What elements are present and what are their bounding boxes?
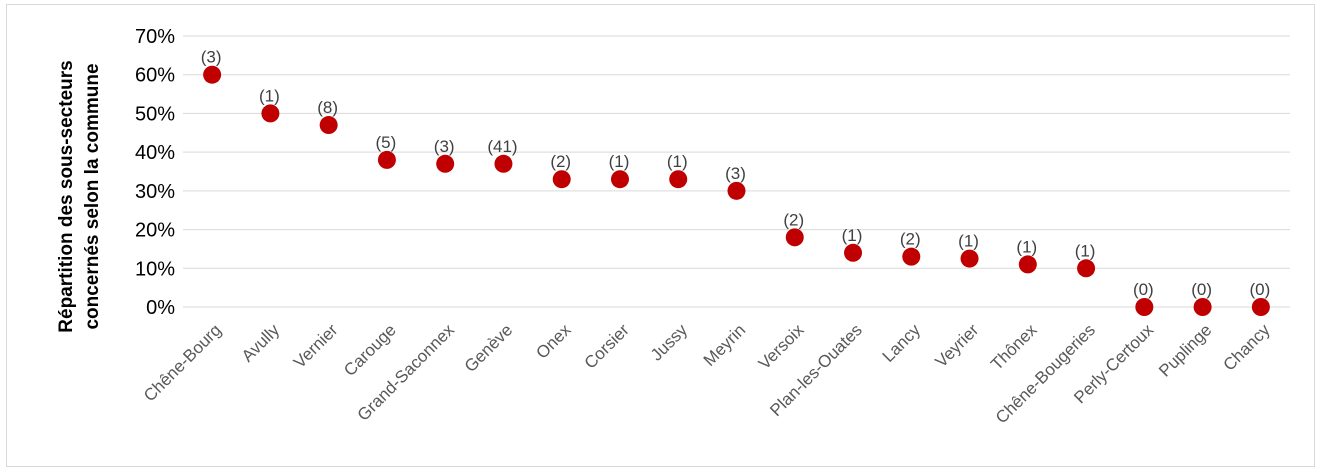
x-tick-label: Onex (532, 320, 575, 363)
chart-frame (6, 4, 1315, 467)
x-tick-labels: Chêne-Bourg Avully VernierCarougeGrand-Sac… (140, 320, 1274, 427)
data-label: (8) (317, 98, 338, 117)
data-point (727, 181, 746, 200)
y-tick-label: 50% (135, 103, 175, 125)
x-tick-label: Avully (238, 320, 284, 366)
data-point (902, 247, 921, 266)
data-point (377, 150, 396, 169)
data-point (494, 154, 513, 173)
y-tick-label: 10% (135, 258, 175, 280)
data-label: (1) (259, 86, 280, 105)
data-label: (3) (201, 48, 222, 67)
x-tick-label: Genève (461, 320, 517, 376)
data-point (610, 170, 629, 189)
data-label: (5) (376, 133, 397, 152)
y-axis-label-line: Répartition des sous-secteurs (56, 60, 77, 332)
x-tick-label: Chêne-Bourg (140, 320, 225, 405)
x-tick-label: Thônex (987, 320, 1041, 374)
data-label: (1) (667, 152, 688, 171)
x-tick-label: Puplinge (1155, 320, 1215, 380)
data-label: (1) (958, 232, 979, 251)
x-tick-label: Grand-Saconnex (354, 320, 459, 425)
data-point (1251, 298, 1270, 316)
data-point (669, 170, 688, 189)
y-tick-label: 20% (135, 220, 175, 242)
y-tick-label: 0% (146, 297, 175, 319)
x-tick-label: Vernier (290, 320, 342, 372)
y-tick-label: 30% (135, 181, 175, 203)
data-points (203, 65, 1270, 316)
data-point (203, 65, 222, 84)
data-label: (2) (783, 210, 804, 229)
x-tick-label: Carouge (340, 320, 400, 380)
data-point (1018, 255, 1037, 274)
gridlines (183, 35, 1290, 308)
data-point (960, 249, 979, 268)
data-label: (0) (1249, 280, 1270, 299)
data-label: (0) (1133, 280, 1154, 299)
x-tick-label: Versoix (755, 320, 808, 373)
data-point (552, 170, 571, 189)
data-point (1077, 259, 1096, 278)
data-point (1135, 298, 1154, 316)
data-label: (3) (434, 137, 455, 156)
data-label: (0) (1191, 280, 1212, 299)
x-tick-label: Jussy (647, 320, 692, 365)
y-axis-label-line: concernés selon la commune (82, 63, 103, 329)
x-tick-label: Meyrin (700, 320, 750, 370)
data-label: (1) (1075, 241, 1096, 260)
data-point (319, 116, 338, 135)
data-label: (1) (1016, 237, 1037, 256)
data-label: (1) (609, 152, 630, 171)
data-label: (41) (487, 137, 517, 156)
x-tick-label: Chancy (1220, 320, 1275, 375)
data-point (261, 104, 280, 123)
data-label: (2) (900, 230, 921, 249)
data-labels: (3) (1) (8) (5) (3) (41) (2) (1) (1) (3) (2) (1) (2)… (201, 48, 1271, 299)
y-tick-labels: 0% 10% 20% 30% 40% 50% 60% 70% (135, 26, 175, 319)
data-label: (1) (842, 226, 863, 245)
x-tick-label: Chêne-Bougeries (992, 320, 1099, 427)
data-point (1193, 298, 1212, 316)
data-label: (3) (725, 164, 746, 183)
y-tick-label: 40% (135, 142, 175, 164)
y-axis-label: Répartition des sous-secteurs concernés s… (56, 60, 103, 332)
y-tick-label: 70% (135, 26, 175, 48)
data-point (785, 228, 804, 247)
x-tick-label: Lancy (879, 320, 925, 366)
data-point (436, 154, 455, 173)
y-tick-label: 60% (135, 65, 175, 87)
x-tick-label: Veyrier (932, 320, 983, 371)
data-label: (2) (550, 152, 571, 171)
data-point (844, 243, 863, 262)
x-tick-label: Corsier (581, 320, 633, 372)
